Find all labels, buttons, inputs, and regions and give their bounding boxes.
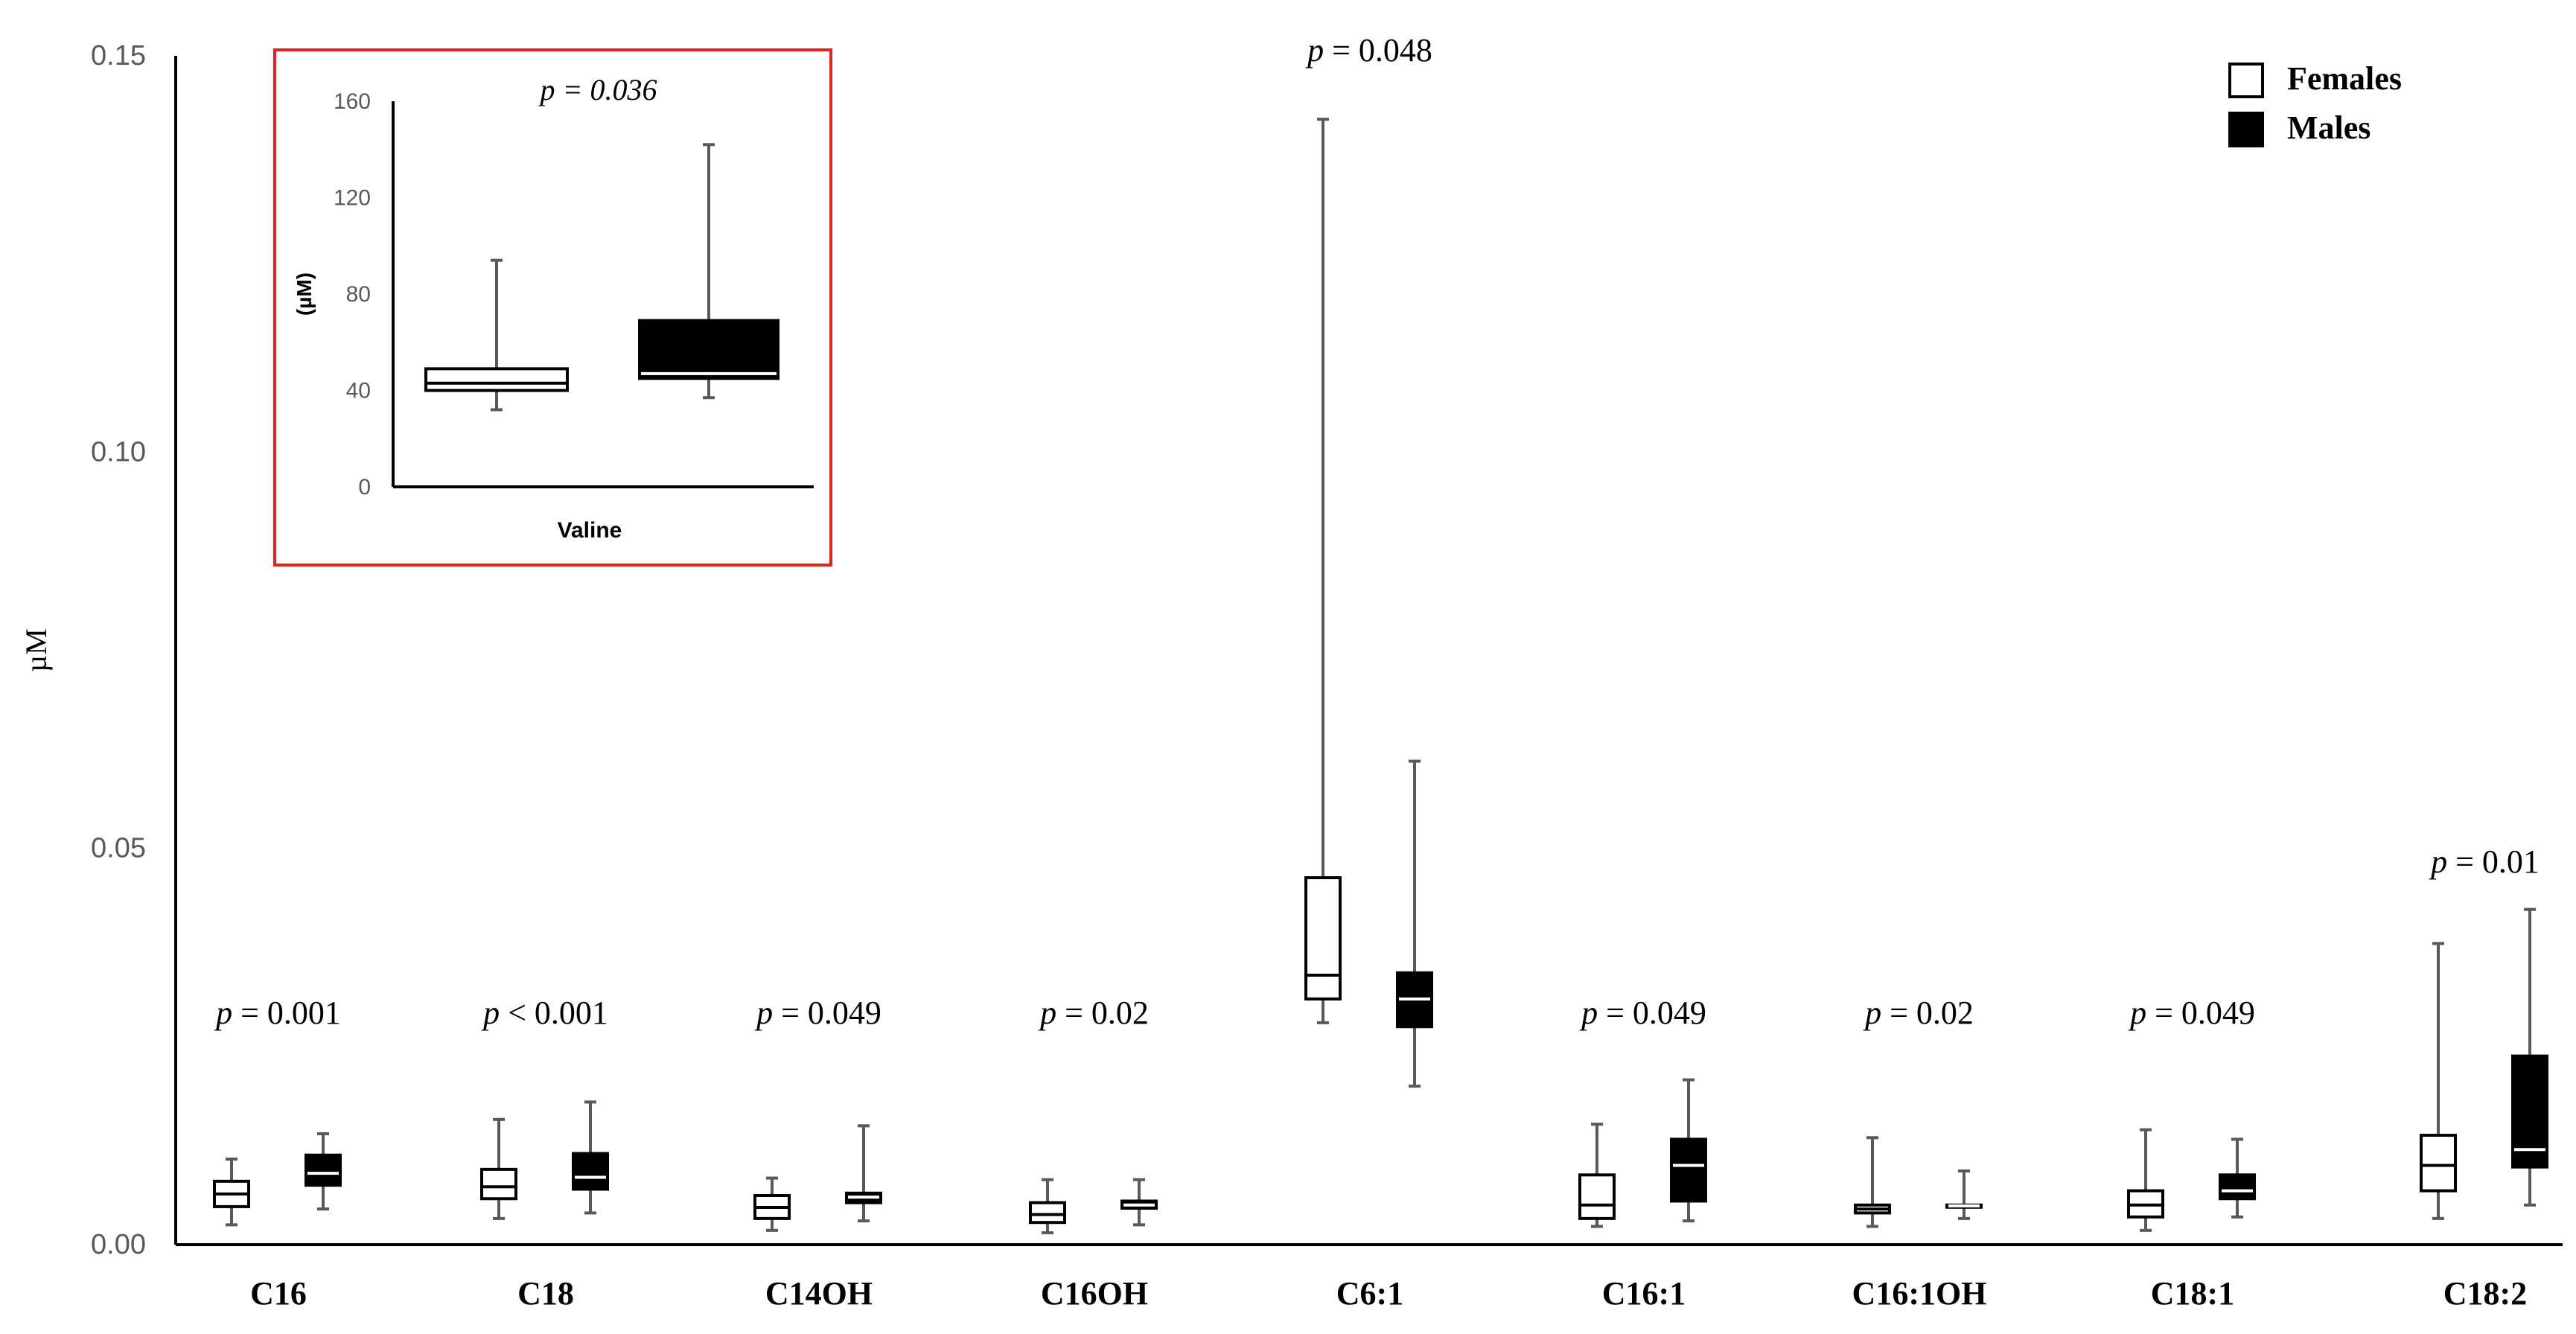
inset-y-tick-label: 120 [334, 186, 371, 211]
p-value-text: = 0.02 [1881, 995, 1974, 1031]
p-value-label: p = 0.049 [2128, 995, 2255, 1031]
inset-frame [273, 48, 832, 567]
p-value-label: p = 0.049 [1579, 995, 1706, 1031]
p-value-text: < 0.001 [500, 995, 608, 1031]
box-females-c16-1oh [1854, 1136, 1891, 1228]
p-value-text: = 0.001 [232, 995, 341, 1031]
box-iqr [1578, 1173, 1616, 1220]
p-value-label: p = 0.01 [2429, 843, 2540, 880]
y-tick-label: 0.05 [91, 833, 146, 864]
category-label-c16: C16 [250, 1275, 307, 1312]
inset-y-tick-label: 80 [346, 282, 371, 307]
inset-x-axis-label: Valine [558, 518, 622, 543]
legend-label-males: Males [2287, 109, 2371, 146]
box-females-c6-1 [1304, 118, 1342, 1024]
box-females-c14oh [753, 1176, 791, 1232]
category-label-c6-1: C6:1 [1336, 1275, 1403, 1312]
inset-y-tick-label: 160 [334, 89, 371, 114]
box-males-c18-2 [2511, 907, 2548, 1207]
box-females-c16-1 [1578, 1123, 1616, 1228]
box-iqr [1670, 1137, 1707, 1203]
inset-y-tick-label: 40 [346, 379, 371, 403]
p-symbol: p [538, 73, 555, 106]
category-label-c18-2: C18:2 [2443, 1275, 2527, 1312]
box-males-c14oh [845, 1124, 882, 1223]
p-value-text: = 0.036 [555, 73, 657, 106]
box-females-c16oh [1029, 1178, 1066, 1235]
box-females-c16 [213, 1158, 250, 1227]
y-axis-label: µM [19, 628, 53, 672]
box-iqr [1029, 1201, 1066, 1225]
box-females-c18-2 [2420, 942, 2457, 1220]
legend-swatch-females [2228, 63, 2264, 98]
box-iqr [2219, 1173, 2256, 1201]
p-value-label: p < 0.001 [481, 995, 608, 1031]
p-value-text: = 0.048 [1324, 32, 1432, 68]
y-tick-label: 0.00 [91, 1229, 146, 1260]
box-iqr [638, 319, 780, 380]
box-males-c16-1oh [1945, 1169, 1983, 1220]
category-label-c14oh: C14OH [765, 1275, 873, 1312]
category-label-c16-1: C16:1 [1602, 1275, 1686, 1312]
legend-label-females: Females [2287, 60, 2402, 97]
box-iqr [1304, 876, 1342, 1001]
p-value-text: = 0.049 [773, 995, 881, 1031]
category-label-c16oh: C16OH [1041, 1275, 1148, 1312]
box-females-c18 [480, 1117, 517, 1220]
y-tick-label: 0.15 [91, 40, 146, 71]
p-symbol: p [1038, 995, 1056, 1031]
p-value-label: p = 0.048 [1305, 32, 1432, 68]
category-label-c18-1: C18:1 [2151, 1275, 2234, 1312]
category-label-c16-1oh: C16:1OH [1852, 1275, 1987, 1312]
box-males-c16 [305, 1132, 342, 1211]
p-symbol: p [481, 995, 500, 1031]
box-males-c16-1 [1670, 1078, 1707, 1223]
box-iqr [305, 1153, 342, 1187]
box-iqr [2420, 1134, 2457, 1193]
p-symbol: p [754, 995, 773, 1031]
box-males-c16oh [1120, 1178, 1158, 1227]
p-symbol: p [1579, 995, 1598, 1031]
box-iqr [572, 1152, 609, 1191]
p-value-label: p = 0.02 [1863, 995, 1974, 1031]
box-males-c18-1 [2219, 1137, 2256, 1219]
p-value-label: p = 0.02 [1038, 995, 1149, 1031]
y-tick-label: 0.10 [91, 436, 146, 467]
inset-box-males [638, 143, 780, 400]
p-value-label: p = 0.049 [754, 995, 881, 1031]
p-value-text: = 0.02 [1056, 995, 1149, 1031]
inset-box-females [424, 258, 569, 412]
main-plot: 0.00 0.05 0.10 0.15 µM C16 C18 C14OH C16OH C6:1 C1… [19, 32, 2563, 1312]
inset-y-axis-label: (µM) [293, 272, 316, 316]
box-males-c18 [572, 1100, 609, 1215]
p-value-text: = 0.01 [2447, 843, 2540, 880]
p-symbol: p [1863, 995, 1881, 1031]
p-value-text: = 0.049 [1598, 995, 1706, 1031]
box-females-c18-1 [2127, 1128, 2164, 1232]
box-iqr [480, 1167, 517, 1201]
inset-plot: 0 40 80 120 160 (µM) Valine p = 0.036 [273, 48, 832, 567]
legend-swatch-males [2228, 112, 2264, 147]
p-symbol: p [2128, 995, 2146, 1031]
category-label-c18: C18 [517, 1275, 574, 1312]
legend: Females Males [2228, 60, 2402, 147]
p-symbol: p [1305, 32, 1324, 68]
p-symbol: p [214, 995, 232, 1031]
p-symbol: p [2429, 843, 2447, 880]
box-iqr [424, 367, 569, 392]
box-males-c6-1 [1396, 759, 1433, 1088]
p-value-label: p = 0.001 [214, 995, 341, 1031]
p-value-text: = 0.049 [2146, 995, 2255, 1031]
inset-p-value-label: p = 0.036 [538, 73, 657, 106]
inset-y-tick-label: 0 [358, 475, 371, 500]
